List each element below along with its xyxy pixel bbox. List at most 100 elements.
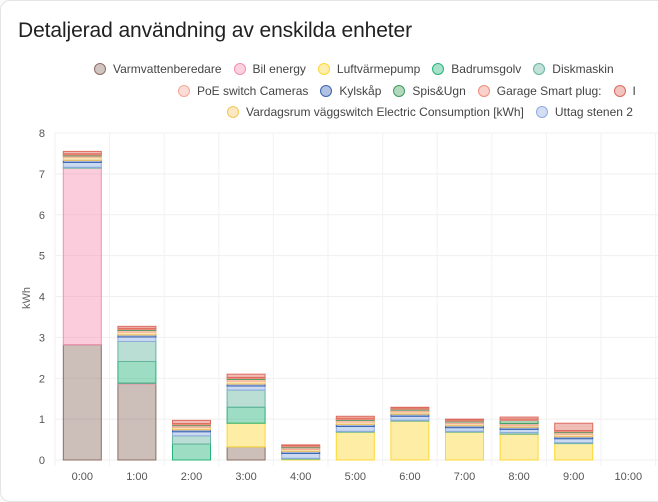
- bar-segment[interactable]: [445, 431, 484, 461]
- bar-segment[interactable]: [335, 415, 375, 419]
- x-tick-label: 6:00: [399, 471, 420, 483]
- legend-swatch-icon: [477, 85, 490, 97]
- x-tick-label: 3:00: [235, 471, 256, 483]
- legend-label: Luftvärmepump: [336, 62, 421, 76]
- legend-item[interactable]: Bil energy: [233, 62, 306, 76]
- y-tick-label: 8: [39, 128, 45, 140]
- x-axis-ticks: 0:00 1:00 2:00 3:00 4:00 5:00 6:00 7:00 8:00 9:00…: [72, 471, 642, 483]
- bar-segment[interactable]: [117, 340, 157, 362]
- bar-segment[interactable]: [226, 422, 266, 448]
- legend-item[interactable]: Badrumsgolv: [432, 62, 521, 76]
- bar-segment[interactable]: [62, 161, 102, 168]
- bar-segment[interactable]: [226, 385, 266, 391]
- bar-segment[interactable]: [499, 433, 539, 461]
- bar-segment[interactable]: [390, 406, 430, 409]
- legend-row: Varmvattenberedare Bil energy Luftvärmepum…: [94, 62, 626, 78]
- bar-segment[interactable]: [335, 431, 375, 461]
- legend-item[interactable]: Diskmaskin: [533, 62, 614, 76]
- legend-item[interactable]: I: [613, 84, 636, 98]
- legend-item[interactable]: Spis&Ugn: [393, 84, 466, 98]
- bar-segment[interactable]: [117, 336, 157, 342]
- card-title: Detaljerad användning av enskilda enhete…: [18, 19, 413, 42]
- bar-segment[interactable]: [445, 427, 484, 432]
- bar-segment[interactable]: [226, 406, 266, 424]
- legend-label: I: [632, 84, 636, 98]
- bar-segment[interactable]: [62, 167, 102, 346]
- bar-segment[interactable]: [390, 415, 430, 421]
- legend-item[interactable]: Luftvärmepump: [317, 62, 421, 76]
- x-tick-label: 9:00: [563, 471, 584, 483]
- legend-swatch-icon: [178, 85, 190, 97]
- bar-segment[interactable]: [335, 425, 375, 432]
- bar-segment[interactable]: [554, 438, 594, 444]
- legend-swatch-icon: [613, 85, 626, 97]
- x-tick-label: 1:00: [126, 471, 147, 483]
- y-tick-label: 3: [39, 332, 45, 344]
- legend-label: Badrumsgolv: [451, 62, 522, 76]
- legend-label: Bil energy: [252, 62, 306, 76]
- legend-label: Varmvattenberedare: [113, 62, 222, 76]
- legend-swatch-icon: [94, 63, 106, 75]
- legend-row: PoE switch Cameras Kylskåp Spis&Ugn Garage …: [178, 84, 648, 100]
- stacked-bar-chart: 0 1 2 3 4 5 6 7 8 kWh 0:00 1:00 2:00 3:00 4:00 5:00 6:…: [21, 128, 658, 483]
- legend-label: Diskmaskin: [552, 62, 614, 76]
- y-tick-label: 0: [39, 455, 45, 467]
- legend-swatch-icon: [233, 63, 246, 75]
- legend-item[interactable]: Varmvattenberedare: [94, 62, 222, 76]
- bars: [62, 150, 594, 461]
- legend-item[interactable]: Kylskåp: [320, 84, 381, 98]
- bar-segment[interactable]: [172, 435, 211, 445]
- bar-segment[interactable]: [281, 452, 321, 459]
- y-tick-label: 1: [39, 414, 45, 426]
- bar-segment[interactable]: [117, 383, 157, 461]
- y-tick-label: 5: [39, 251, 45, 263]
- bar-segment[interactable]: [281, 444, 321, 447]
- legend-item[interactable]: Uttag stenen 2: [535, 105, 633, 119]
- legend-label: Spis&Ugn: [412, 84, 466, 98]
- x-tick-label: 8:00: [508, 471, 529, 483]
- legend-item[interactable]: Garage Smart plug:: [477, 84, 602, 98]
- bar-segment[interactable]: [226, 373, 266, 378]
- legend-swatch-icon: [317, 63, 330, 75]
- legend-row: Vardagsrum väggswitch Electric Consumpti…: [227, 105, 645, 121]
- bar-segment[interactable]: [172, 443, 211, 461]
- bar-segment[interactable]: [445, 418, 484, 421]
- y-tick-label: 4: [39, 292, 45, 304]
- legend-swatch-icon: [535, 106, 548, 118]
- bar-segment[interactable]: [117, 325, 157, 329]
- x-tick-label: 4:00: [290, 471, 311, 483]
- legend-swatch-icon: [432, 63, 445, 75]
- y-tick-label: 6: [39, 210, 45, 222]
- bar-segment[interactable]: [62, 344, 102, 461]
- legend-label: PoE switch Cameras: [197, 84, 309, 98]
- legend-label: Uttag stenen 2: [554, 105, 633, 119]
- bar-segment[interactable]: [117, 360, 157, 384]
- bar-segment[interactable]: [499, 416, 539, 420]
- legend-label: Kylskåp: [339, 84, 382, 98]
- x-tick-label: 5:00: [345, 471, 366, 483]
- y-tick-label: 2: [39, 373, 45, 385]
- x-tick-label: 2:00: [181, 471, 202, 483]
- bar-segment[interactable]: [172, 419, 211, 425]
- legend-item[interactable]: PoE switch Cameras: [178, 84, 308, 98]
- y-axis-ticks: 0 1 2 3 4 5 6 7 8: [39, 128, 45, 467]
- bar-segment[interactable]: [226, 446, 266, 461]
- legend-swatch-icon: [320, 85, 333, 97]
- legend-item[interactable]: Vardagsrum väggswitch Electric Consumpti…: [227, 105, 524, 119]
- x-tick-label: 0:00: [72, 471, 93, 483]
- bar-segment[interactable]: [554, 442, 594, 461]
- legend-swatch-icon: [393, 85, 406, 97]
- bar-segment[interactable]: [390, 420, 430, 461]
- legend-label: Vardagsrum väggswitch Electric Consumpti…: [246, 105, 524, 119]
- bar-segment[interactable]: [226, 389, 266, 408]
- bar-segment[interactable]: [554, 422, 594, 432]
- legend-swatch-icon: [533, 63, 546, 75]
- legend-swatch-icon: [227, 106, 239, 118]
- y-tick-label: 7: [39, 169, 45, 181]
- legend-label: Garage Smart plug:: [496, 84, 602, 98]
- x-tick-label: 10:00: [615, 471, 643, 483]
- bar-segment[interactable]: [172, 431, 211, 437]
- y-axis-label: kWh: [21, 287, 33, 309]
- x-tick-label: 7:00: [454, 471, 475, 483]
- bar-segment[interactable]: [62, 150, 102, 155]
